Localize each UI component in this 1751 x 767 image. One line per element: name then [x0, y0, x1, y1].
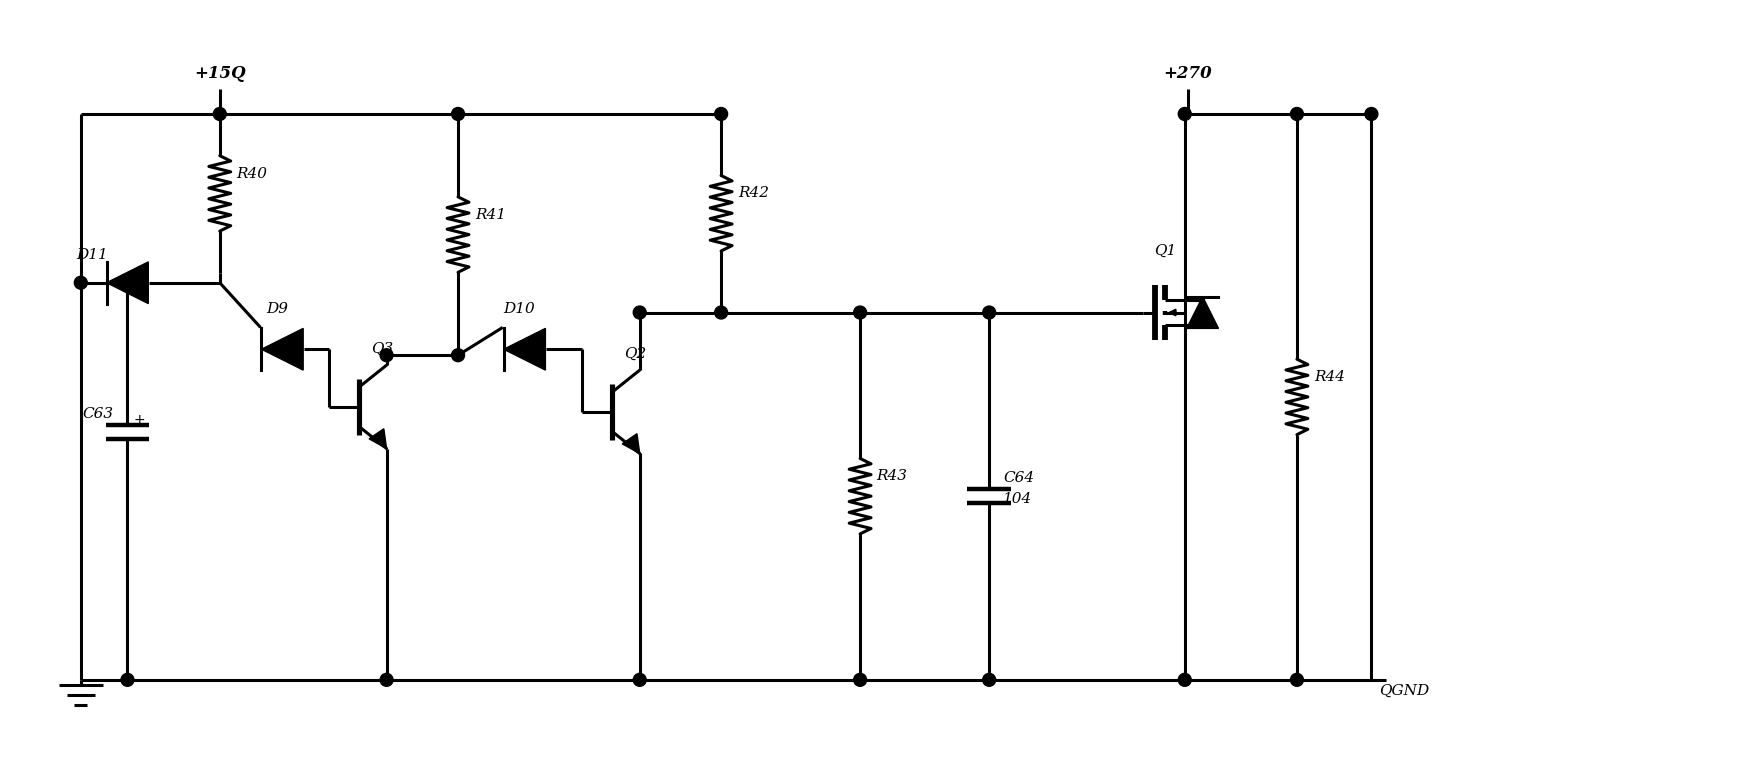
Text: 104: 104	[1003, 492, 1033, 506]
Text: Q2: Q2	[623, 347, 646, 361]
Text: R43: R43	[876, 469, 907, 483]
Circle shape	[1290, 107, 1303, 120]
Text: +: +	[133, 413, 145, 426]
Polygon shape	[369, 429, 387, 449]
Circle shape	[714, 306, 728, 319]
Circle shape	[1178, 107, 1191, 120]
Polygon shape	[622, 433, 639, 453]
Text: Q1: Q1	[1154, 244, 1177, 258]
Circle shape	[1178, 673, 1191, 686]
Circle shape	[982, 306, 996, 319]
Text: C64: C64	[1003, 471, 1035, 486]
Circle shape	[1366, 107, 1378, 120]
Circle shape	[854, 673, 867, 686]
Text: R44: R44	[1313, 370, 1345, 384]
Circle shape	[214, 107, 226, 120]
Text: R42: R42	[737, 186, 769, 200]
Circle shape	[854, 306, 867, 319]
Text: QGND: QGND	[1380, 684, 1429, 698]
Text: R40: R40	[236, 166, 268, 180]
Text: R41: R41	[475, 208, 506, 222]
Circle shape	[452, 107, 464, 120]
Polygon shape	[107, 262, 149, 304]
Text: +270: +270	[1163, 65, 1212, 82]
Polygon shape	[1187, 297, 1219, 328]
Circle shape	[634, 306, 646, 319]
Text: Q3: Q3	[371, 342, 392, 356]
Text: D11: D11	[75, 248, 107, 262]
Circle shape	[1290, 673, 1303, 686]
Circle shape	[982, 673, 996, 686]
Circle shape	[121, 673, 133, 686]
Circle shape	[452, 349, 464, 362]
Circle shape	[74, 276, 88, 289]
Polygon shape	[504, 328, 545, 370]
Circle shape	[380, 673, 392, 686]
Text: C63: C63	[82, 407, 114, 421]
Circle shape	[380, 349, 392, 362]
Text: D10: D10	[504, 302, 536, 317]
Text: D9: D9	[266, 302, 289, 317]
Circle shape	[121, 276, 133, 289]
Text: +15Q: +15Q	[194, 65, 245, 82]
Circle shape	[634, 673, 646, 686]
Polygon shape	[261, 328, 303, 370]
Circle shape	[714, 107, 728, 120]
